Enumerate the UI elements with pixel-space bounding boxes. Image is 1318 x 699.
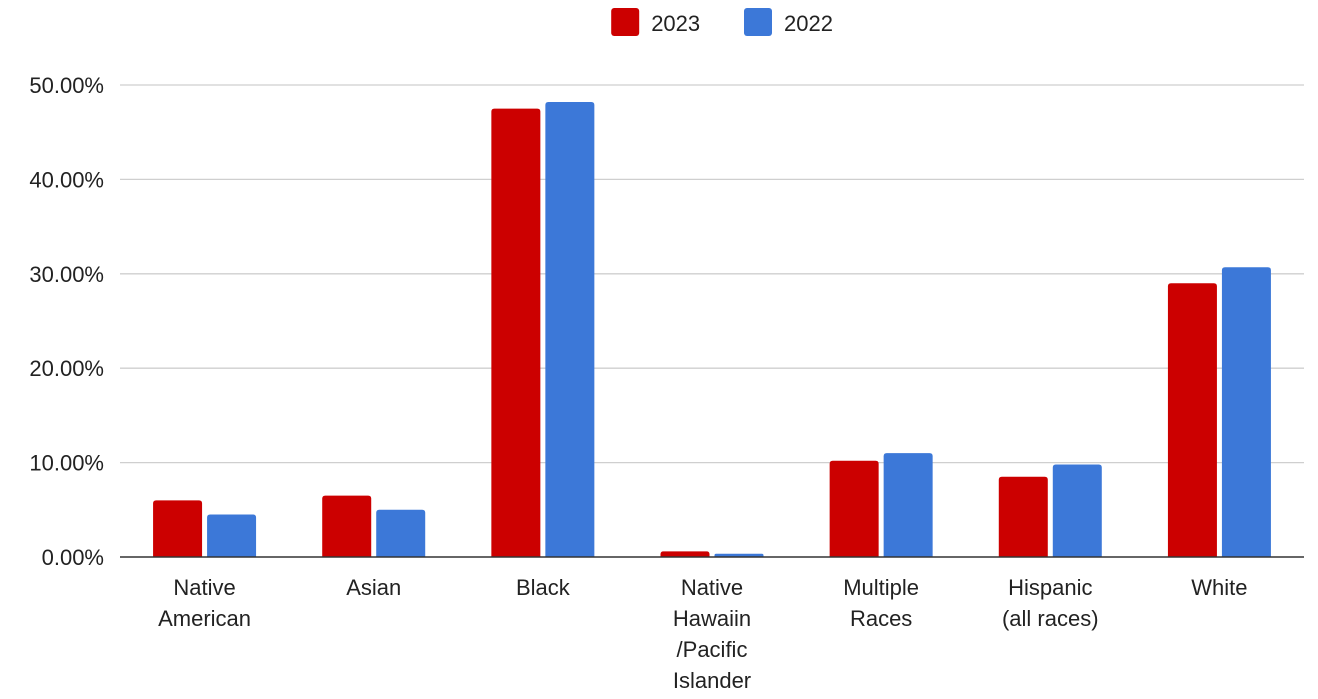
y-axis: 0.00% 10.00% 20.00% 30.00% 40.00% 50.00% — [29, 73, 104, 570]
y-tick-label: 50.00% — [29, 73, 104, 98]
gridlines — [120, 84, 1304, 464]
bar-2022 — [545, 101, 595, 557]
bar-2022 — [1221, 267, 1271, 557]
bar-2023 — [1167, 283, 1217, 557]
y-tick-label: 10.00% — [29, 451, 104, 476]
x-category-label: Black — [516, 575, 571, 600]
y-tick-label: 0.00% — [42, 545, 104, 570]
x-axis: Native American Asian Black Native Hawaiin/Pa… — [158, 575, 1247, 693]
x-category-label: Hispanic (all races) — [1002, 575, 1099, 631]
bar-2022 — [376, 509, 426, 557]
x-category-label: Multiple Races — [843, 575, 919, 631]
x-category-label: White — [1191, 575, 1247, 600]
legend-label-2023: 2023 — [651, 11, 700, 36]
x-category-label: Native American — [158, 575, 251, 631]
legend-swatch-2023 — [611, 8, 640, 36]
bar-2023 — [829, 460, 879, 557]
x-category-label: Asian — [346, 575, 401, 600]
bar-2022 — [207, 514, 257, 557]
bar-2022 — [1052, 464, 1102, 557]
y-tick-label: 30.00% — [29, 262, 104, 287]
bar-2023 — [660, 551, 710, 557]
bar-2022 — [714, 553, 764, 557]
x-category-label: Native Hawaiin/Pacific Islander — [673, 575, 751, 693]
bar-2023 — [491, 108, 541, 557]
bar-2023 — [998, 476, 1048, 557]
bar-2022 — [883, 453, 933, 557]
legend: 2023 2022 — [611, 8, 833, 36]
legend-label-2022: 2022 — [784, 11, 833, 36]
bar-2023 — [322, 495, 372, 557]
legend-swatch-2022 — [744, 8, 772, 36]
bar-2023 — [153, 500, 203, 557]
y-tick-label: 40.00% — [29, 167, 104, 192]
y-tick-label: 20.00% — [29, 356, 104, 381]
bars — [153, 101, 1271, 557]
